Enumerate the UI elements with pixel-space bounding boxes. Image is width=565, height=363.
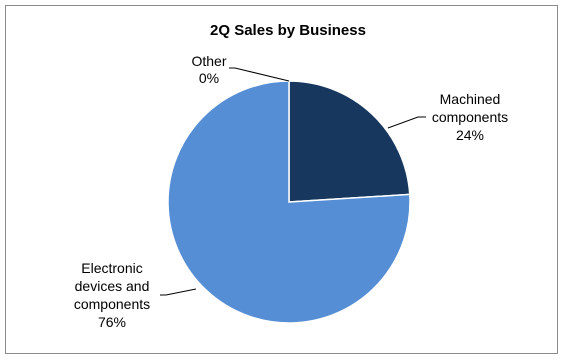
slice-label: Machined components 24%: [432, 91, 508, 143]
chart-title: 2Q Sales by Business: [210, 22, 366, 39]
slice-percent: 0%: [199, 70, 219, 86]
leader-lines: [160, 67, 426, 296]
slice-percent: 24%: [456, 127, 484, 143]
pie-slices: [167, 80, 411, 324]
leader-line: [229, 67, 290, 82]
slice-label: Electronic devices and components 76%: [74, 260, 150, 330]
slice-percent: 76%: [98, 314, 126, 330]
slice-label-line: components: [432, 109, 508, 125]
leader-line: [387, 116, 426, 129]
slice-label-line: devices and: [75, 278, 150, 294]
slice-labels: Machined components 24% Electronic devices a…: [74, 53, 508, 330]
pie-slice: [167, 80, 411, 324]
slice-label-line: Machined: [440, 91, 501, 107]
slice-label: Other 0%: [191, 53, 226, 86]
slice-label-line: components: [74, 296, 150, 312]
slice-label-line: Electronic: [81, 260, 142, 276]
leader-line: [160, 288, 197, 296]
slice-label-line: Other: [191, 53, 226, 69]
pie-slice: [288, 80, 411, 203]
